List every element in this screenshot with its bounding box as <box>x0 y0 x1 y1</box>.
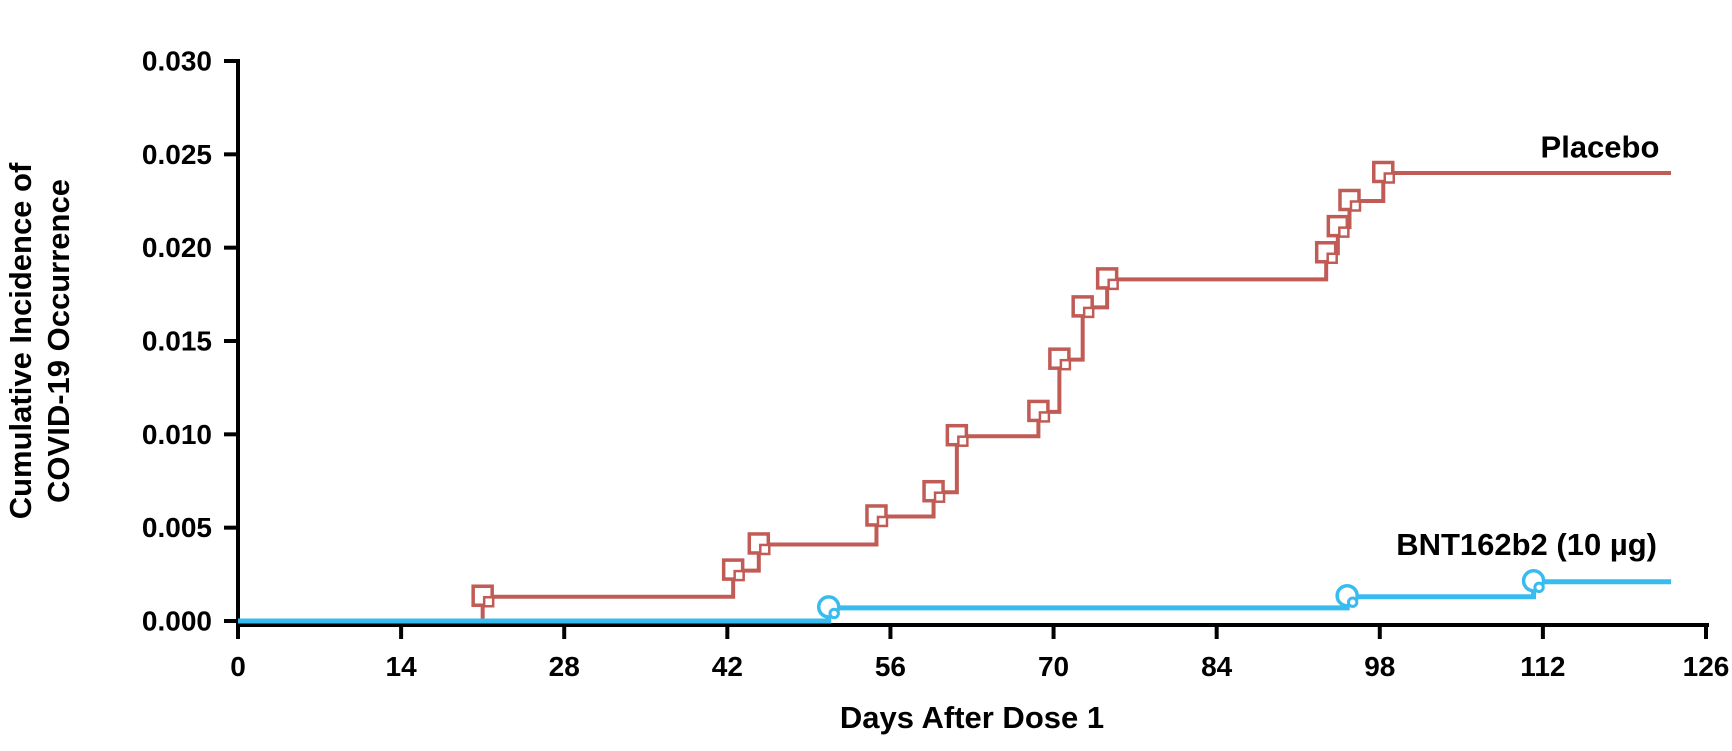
y-tick-label: 0.000 <box>142 606 212 637</box>
event-marker-square-small <box>876 515 889 528</box>
event-marker-square-small <box>1038 411 1051 423</box>
series-label-bnt162b2-10-g: BNT162b2 (10 µg) <box>1396 527 1657 562</box>
x-tick-label: 14 <box>386 651 418 682</box>
series-bnt162b2-10-g-line <box>238 579 1672 624</box>
event-marker-circle-small <box>828 607 840 620</box>
event-marker-square-small <box>1338 226 1350 238</box>
event-marker-square-small <box>1107 278 1119 291</box>
y-tick-label: 0.005 <box>142 512 212 543</box>
x-tick-label: 70 <box>1038 651 1069 682</box>
x-tick-label: 56 <box>875 651 906 682</box>
event-marker-square-small <box>482 595 495 608</box>
x-tick-label: 28 <box>549 651 580 682</box>
x-tick-label: 112 <box>1520 651 1565 682</box>
axes <box>224 59 1709 639</box>
y-axis-title-line1: Cumulative Incidence of <box>3 162 38 519</box>
event-marker-square-small <box>759 543 771 556</box>
y-tick-label: 0.015 <box>142 326 212 357</box>
x-tick-label: 126 <box>1683 651 1730 682</box>
x-tick-label: 84 <box>1201 651 1233 682</box>
event-marker-circle-small <box>1346 596 1359 608</box>
event-marker-square-small <box>1349 200 1362 212</box>
y-axis-title-line2: COVID-19 Occurrence <box>41 179 76 503</box>
x-tick-label: 42 <box>712 651 743 682</box>
event-marker-circle-small <box>1533 581 1545 593</box>
x-tick-label: 98 <box>1364 651 1395 682</box>
series-placebo <box>238 160 1672 623</box>
event-marker-square-small <box>733 569 745 582</box>
series-label-placebo: Placebo <box>1541 129 1660 164</box>
event-marker-square-small <box>1383 172 1396 184</box>
x-axis-title: Days After Dose 1 <box>840 700 1104 735</box>
y-tick-label: 0.010 <box>142 419 212 450</box>
y-tick-label: 0.030 <box>142 46 212 77</box>
event-marker-square-small <box>1326 252 1338 265</box>
y-tick-label: 0.020 <box>142 232 212 263</box>
x-tick-label: 0 <box>230 651 246 682</box>
y-tick-label: 0.025 <box>142 139 212 170</box>
series-bnt162b2-10-g <box>238 569 1672 624</box>
event-marker-square-small <box>933 491 946 503</box>
event-marker-square-small <box>1059 358 1072 371</box>
event-marker-square-small <box>957 435 969 447</box>
event-marker-square-small <box>1082 306 1095 319</box>
